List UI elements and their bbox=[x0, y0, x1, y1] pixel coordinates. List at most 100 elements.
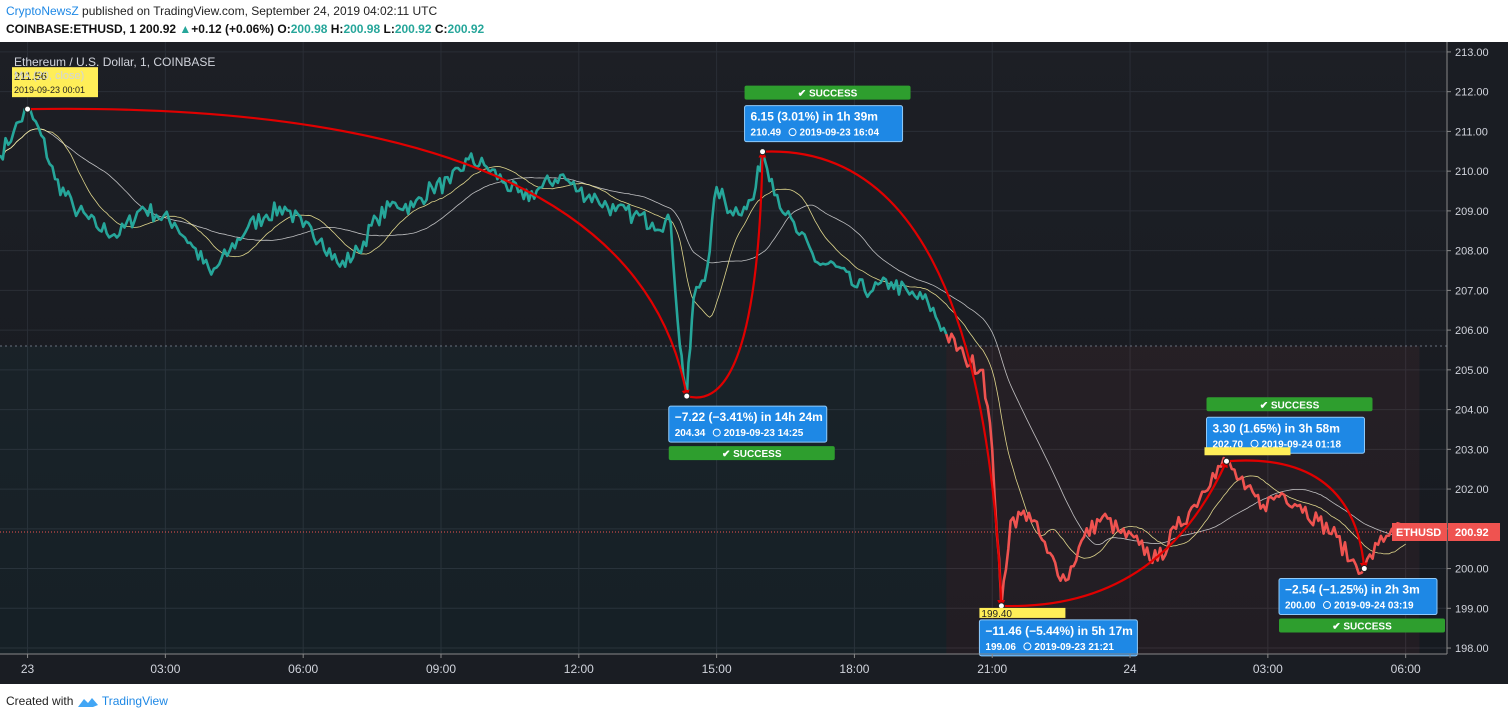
annotation-price: 210.49 bbox=[751, 128, 782, 139]
price-tag-yellow: 199.40 bbox=[979, 607, 1066, 620]
x-tick-label: 03:00 bbox=[1253, 662, 1283, 676]
tag-date: 2019-09-23 00:01 bbox=[14, 85, 85, 95]
publish-text: published on TradingView.com, September … bbox=[82, 4, 438, 18]
tradingview-link[interactable]: TradingView bbox=[101, 694, 168, 708]
tag-price: 199.40 bbox=[981, 609, 1012, 620]
price-tag-yellow bbox=[1204, 447, 1291, 456]
success-badge: ✔ SUCCESS bbox=[1279, 618, 1445, 633]
price-line-down bbox=[945, 332, 1407, 608]
price-chart[interactable]: −7.22 (−3.41%) in 14h 24m 204.34 2019-09-2… bbox=[0, 42, 1508, 684]
low-value: 200.92 bbox=[394, 22, 432, 36]
annotation-text: −11.46 (−5.44%) in 5h 17m bbox=[985, 624, 1132, 638]
high-value: 200.98 bbox=[343, 22, 381, 36]
annotation-datetime: 2019-09-23 16:04 bbox=[800, 128, 880, 139]
created-with-text: Created with bbox=[6, 694, 74, 708]
success-bg bbox=[668, 446, 835, 461]
x-tick-label: 06:00 bbox=[1391, 662, 1421, 676]
x-tick-label: 21:00 bbox=[977, 662, 1007, 676]
y-tick-label: 206.00 bbox=[1455, 325, 1489, 337]
y-tick-label: 210.00 bbox=[1455, 166, 1489, 178]
author-link[interactable]: CryptoNewsZ bbox=[6, 4, 79, 18]
price-line-up bbox=[0, 107, 948, 398]
annotation-arrow bbox=[1001, 459, 1228, 608]
symbol-tag-bg bbox=[1392, 522, 1447, 541]
low-label: L: bbox=[383, 22, 395, 36]
x-tick-label: 09:00 bbox=[426, 662, 456, 676]
annotation-price: 204.34 bbox=[675, 428, 706, 439]
annotation-box bbox=[978, 619, 1138, 657]
annotation-price: 202.70 bbox=[1213, 439, 1244, 450]
tag-bg bbox=[979, 607, 1066, 618]
annotation-end-point bbox=[1360, 565, 1368, 573]
symbol-name: COINBASE:ETHUSD, 1 bbox=[6, 22, 137, 36]
tag-price: 211.56 bbox=[14, 71, 47, 83]
annotation-text: 3.30 (1.65%) in 3h 58m bbox=[1213, 421, 1340, 435]
annotation-start-point bbox=[683, 392, 691, 400]
x-tick-label: 06:00 bbox=[288, 662, 318, 676]
annotation-arrow bbox=[27, 107, 690, 399]
annotation-box bbox=[1278, 578, 1438, 616]
success-bg bbox=[1279, 618, 1445, 633]
annotation-label: −2.54 (−1.25%) in 2h 3m 200.00 2019-09-24 … bbox=[1278, 578, 1438, 616]
y-axis-panel bbox=[1447, 42, 1508, 684]
y-tick-label: 209.00 bbox=[1455, 206, 1489, 218]
symbol-bar: COINBASE:ETHUSD, 1 200.92 ▲+0.12 (+0.06%… bbox=[6, 22, 484, 36]
annotation-start-point bbox=[1223, 457, 1231, 465]
grid bbox=[0, 42, 1447, 654]
publish-info: CryptoNewsZ published on TradingView.com… bbox=[6, 4, 437, 18]
close-label: C: bbox=[434, 22, 448, 36]
annotation-arrow bbox=[686, 149, 767, 399]
annotation-price: 199.06 bbox=[985, 642, 1016, 653]
green-zone bbox=[0, 346, 947, 654]
tradingview-logo-icon bbox=[77, 697, 98, 707]
success-badge: ✔ SUCCESS bbox=[744, 85, 911, 100]
y-tick-label: 211.00 bbox=[1455, 126, 1488, 138]
x-tick-label: 15:00 bbox=[702, 662, 732, 676]
annotations: −7.22 (−3.41%) in 14h 24m 204.34 2019-09-2… bbox=[12, 67, 1445, 657]
clock-icon bbox=[788, 128, 797, 137]
success-text: ✔ SUCCESS bbox=[1260, 400, 1320, 411]
annotation-label: 6.15 (3.01%) in 1h 39m 210.49 2019-09-23 1… bbox=[744, 105, 904, 143]
open-value: 200.98 bbox=[290, 22, 328, 36]
annotation-start-point bbox=[759, 148, 767, 156]
success-badge: ✔ SUCCESS bbox=[668, 446, 835, 461]
y-tick-label: 212.00 bbox=[1455, 87, 1489, 99]
high-label: H: bbox=[330, 22, 344, 36]
close-value: 200.92 bbox=[447, 22, 485, 36]
ma-slow-line bbox=[0, 128, 1406, 546]
annotation-box bbox=[744, 105, 904, 143]
x-tick-label: 23 bbox=[21, 662, 35, 676]
y-tick-label: 198.00 bbox=[1455, 643, 1489, 655]
x-axis-ticks: 23 03:00 06:00 09:00 12:00 15:00 18:00 21:00 24 0… bbox=[21, 654, 1421, 676]
x-tick-label: 12:00 bbox=[564, 662, 594, 676]
clock-icon bbox=[1323, 601, 1331, 610]
price-tag-text: 200.92 bbox=[1455, 527, 1489, 539]
y-axis-ticks: 213.00 212.00 211.00 210.00 209.00 208.00 207.… bbox=[1447, 47, 1489, 655]
annotation-datetime: 2019-09-23 14:25 bbox=[724, 428, 804, 439]
success-text: ✔ SUCCESS bbox=[722, 449, 782, 460]
annotation-label: 3.30 (1.65%) in 3h 58m 202.70 2019-09-24 0… bbox=[1206, 416, 1366, 454]
up-arrow-icon: ▲ bbox=[179, 22, 192, 36]
y-tick-label: 207.00 bbox=[1455, 285, 1489, 297]
symbol-tag-text: ETHUSD bbox=[1396, 527, 1441, 539]
annotation-label: −11.46 (−5.44%) in 5h 17m 199.06 2019-09-2… bbox=[978, 619, 1138, 657]
last-price: 200.92 bbox=[139, 22, 177, 36]
x-tick-label: 24 bbox=[1123, 662, 1137, 676]
annotation-label: −7.22 (−3.41%) in 14h 24m 204.34 2019-09-2… bbox=[668, 405, 828, 443]
success-text: ✔ SUCCESS bbox=[798, 89, 858, 100]
footer: Created with TradingView bbox=[6, 694, 168, 708]
annotation-arrow bbox=[1226, 459, 1368, 571]
annotation-datetime: 2019-09-24 01:18 bbox=[1262, 439, 1342, 450]
y-tick-label: 203.00 bbox=[1455, 444, 1489, 456]
plot-area bbox=[0, 42, 1447, 654]
annotation-datetime: 2019-09-23 21:21 bbox=[1034, 642, 1114, 653]
tag-bg bbox=[1204, 447, 1291, 456]
y-tick-label: 213.00 bbox=[1455, 47, 1489, 59]
y-tick-label: 204.00 bbox=[1455, 405, 1489, 417]
legend-indicator: MA (20, close) bbox=[14, 70, 84, 82]
success-badge: ✔ SUCCESS bbox=[1206, 397, 1373, 412]
success-bg bbox=[1206, 397, 1373, 412]
y-tick-label: 205.00 bbox=[1455, 365, 1489, 377]
annotation-start-point bbox=[24, 105, 32, 113]
annotation-datetime: 2019-09-24 03:19 bbox=[1334, 601, 1414, 612]
